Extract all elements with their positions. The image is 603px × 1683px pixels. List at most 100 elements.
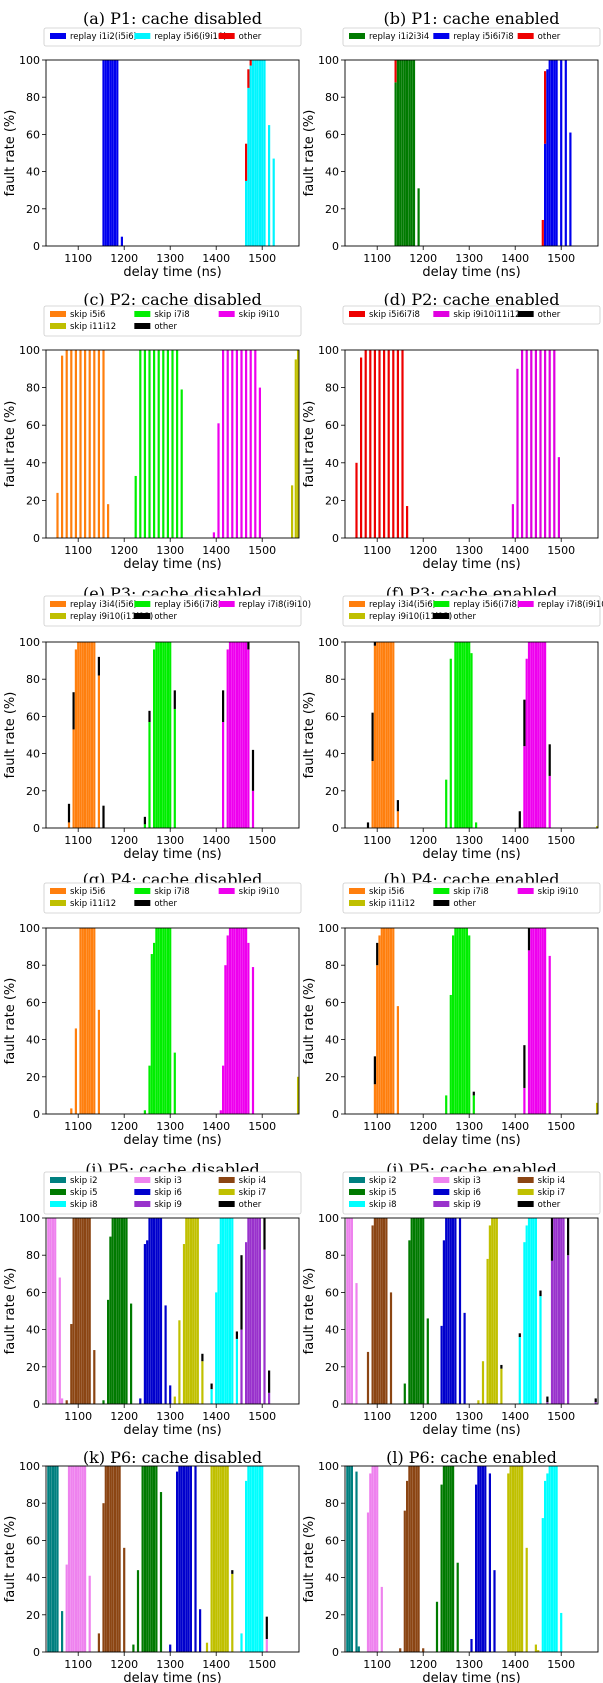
legend-swatch xyxy=(517,311,534,317)
bar-segment xyxy=(245,350,248,538)
bar-segment xyxy=(406,60,409,246)
y-tick-label: 60 xyxy=(325,419,339,432)
bar-segment xyxy=(401,60,404,246)
bar-segment xyxy=(247,1466,250,1652)
legend-label: replay i5i6i7i8 xyxy=(453,32,513,42)
axes-frame xyxy=(344,641,599,829)
y-axis-label: fault rate (%) xyxy=(3,692,18,779)
bar-segment xyxy=(159,928,163,1114)
legend-swatch xyxy=(349,1189,365,1195)
bar-segment xyxy=(369,1473,372,1652)
bar-segment xyxy=(155,1218,158,1404)
x-tick-label: 1100 xyxy=(64,252,92,265)
bar-segment xyxy=(159,1218,163,1404)
bar-segment xyxy=(51,1466,54,1652)
x-axis-label: delay time (ns) xyxy=(422,265,520,280)
bar-segment xyxy=(263,1218,266,1250)
bar-segment xyxy=(97,1009,100,1114)
bar-segment xyxy=(157,1218,160,1404)
bar-segment xyxy=(403,60,406,246)
bar-segment xyxy=(562,1218,565,1404)
bar-segment xyxy=(187,1218,190,1404)
bar-segment xyxy=(249,1466,252,1652)
y-tick-label: 40 xyxy=(26,1572,40,1585)
x-tick-label: 1300 xyxy=(455,1120,483,1133)
bar-segment xyxy=(539,350,542,538)
y-tick-label: 0 xyxy=(332,1398,339,1411)
x-tick-label: 1100 xyxy=(64,1120,92,1133)
bar-segment xyxy=(371,761,374,828)
bar-segment xyxy=(79,642,82,828)
bar-segment xyxy=(166,642,169,828)
bar-segment xyxy=(514,1466,517,1652)
bar-segment xyxy=(550,1466,554,1652)
bar-segment xyxy=(251,60,255,246)
bar-segment xyxy=(523,1242,526,1404)
bar-segment xyxy=(79,1218,82,1404)
legend-swatch xyxy=(517,888,534,894)
bar-segment xyxy=(118,1466,121,1652)
bar-segment xyxy=(93,642,96,828)
legend-label: skip i7i8 xyxy=(154,887,189,897)
x-tick-label: 1100 xyxy=(363,1410,391,1423)
bar-segment xyxy=(111,1466,114,1652)
bar-segment xyxy=(546,1473,549,1652)
bar-segment xyxy=(86,642,89,828)
bar-segment xyxy=(555,60,558,246)
bar-segment xyxy=(254,350,257,538)
y-tick-label: 0 xyxy=(33,1646,40,1659)
bar-segment xyxy=(93,350,96,538)
bar-segment xyxy=(222,350,225,538)
y-tick-label: 40 xyxy=(26,1034,40,1047)
bar-segment xyxy=(81,1218,84,1404)
bar-segment xyxy=(166,350,169,538)
x-tick-label: 1500 xyxy=(248,1658,276,1671)
bar-segment xyxy=(70,1108,73,1114)
bar-segment xyxy=(219,1110,222,1114)
chart-panel-10: (k) P6: cache disabled 0 20 40 60 80 100 1100 12… xyxy=(3,1448,300,1683)
bar-segment xyxy=(534,1644,537,1652)
bar-segment xyxy=(139,350,142,538)
bar-segment xyxy=(481,1466,485,1652)
x-tick-label: 1300 xyxy=(156,252,184,265)
bar-segment xyxy=(74,1028,77,1114)
legend-swatch xyxy=(349,1177,365,1183)
x-tick-label: 1400 xyxy=(202,544,230,557)
bar-segment xyxy=(350,1466,353,1652)
bar-segment xyxy=(523,699,526,747)
x-tick-label: 1100 xyxy=(363,834,391,847)
x-tick-label: 1500 xyxy=(248,1410,276,1423)
x-tick-label: 1100 xyxy=(64,1658,92,1671)
legend-box xyxy=(342,27,601,47)
y-axis-label: fault rate (%) xyxy=(3,401,18,488)
y-tick-label: 40 xyxy=(325,1572,339,1585)
y-tick-label: 40 xyxy=(26,457,40,470)
bar-segment xyxy=(58,1277,61,1404)
bar-segment xyxy=(107,1299,110,1404)
legend-label: replay i9i10(i11i12) xyxy=(70,612,153,622)
y-tick-label: 80 xyxy=(26,1249,40,1262)
bar-segment xyxy=(169,1385,172,1404)
axes-frame xyxy=(344,1217,599,1405)
bar-segment xyxy=(173,1052,176,1114)
bar-segment xyxy=(440,1325,443,1404)
bar-segment xyxy=(231,1570,234,1574)
bar-segment xyxy=(196,1218,199,1404)
bar-segment xyxy=(240,1633,243,1652)
bar-segment xyxy=(70,1466,73,1652)
bar-segment xyxy=(164,1305,167,1404)
bar-segment xyxy=(516,368,519,538)
bar-segment xyxy=(389,1292,393,1404)
bar-segment xyxy=(452,1218,455,1404)
y-tick-label: 60 xyxy=(26,710,40,723)
bar-segment xyxy=(544,71,547,144)
bar-segment xyxy=(491,1218,494,1404)
bar-segment xyxy=(366,1512,370,1652)
legend-box xyxy=(43,595,302,627)
legend-swatch xyxy=(50,888,66,894)
y-tick-label: 100 xyxy=(318,1212,339,1225)
bar-segment xyxy=(49,1218,52,1404)
y-tick-label: 80 xyxy=(26,91,40,104)
bar-segment xyxy=(123,1547,126,1652)
legend-swatch xyxy=(433,1189,450,1195)
